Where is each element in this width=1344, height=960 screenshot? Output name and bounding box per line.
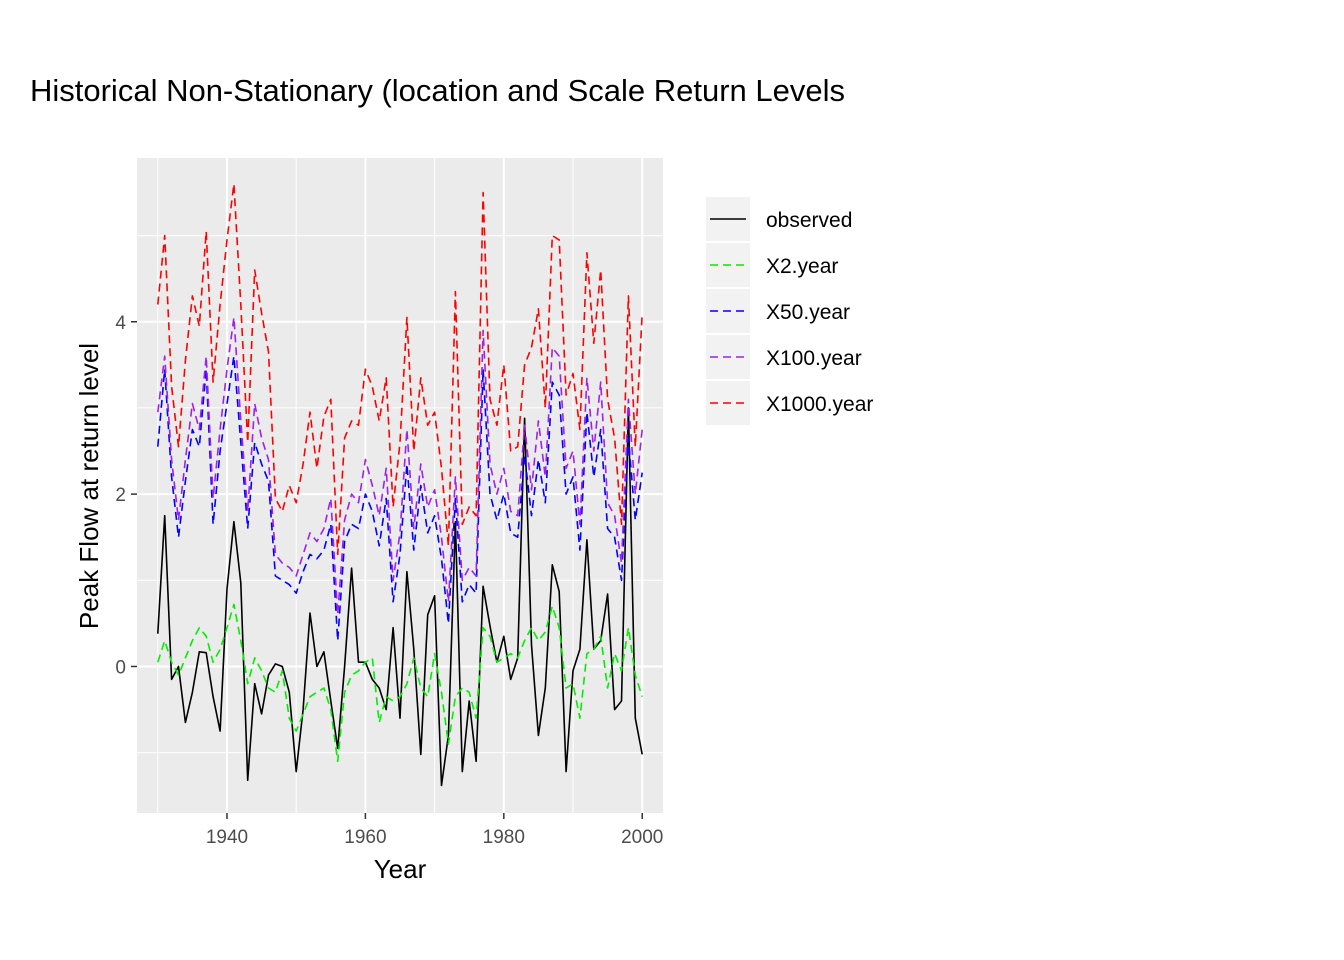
grid-major xyxy=(137,158,663,813)
y-axis-title: Peak Flow at return level xyxy=(74,343,104,629)
legend-label-x1000-year: X1000.year xyxy=(766,393,873,416)
y-tick-label-2: 4 xyxy=(115,313,126,334)
y-tick-label-0: 0 xyxy=(115,657,126,678)
x-axis: 1940 1960 1980 2000 xyxy=(206,813,663,848)
legend-label-x2-year: X2.year xyxy=(766,255,838,278)
series-lines xyxy=(157,183,643,787)
series-line-x50-year xyxy=(157,355,643,642)
x-tick-label-3: 2000 xyxy=(621,827,663,848)
series-line-x1000-year xyxy=(157,183,643,556)
legend: observed X2.year X50.year X100.year X1000.ye… xyxy=(706,197,873,425)
legend-label-x50-year: X50.year xyxy=(766,301,850,324)
x-tick-label-1: 1960 xyxy=(344,827,386,848)
chart-title: Historical Non-Stationary (location and … xyxy=(30,73,845,108)
legend-label-x100-year: X100.year xyxy=(766,347,862,370)
y-tick-label-1: 2 xyxy=(115,485,126,506)
y-axis: 0 2 4 xyxy=(115,313,137,678)
series-line-x100-year xyxy=(157,316,643,616)
x-tick-label-0: 1940 xyxy=(206,827,248,848)
series-line-x2-year xyxy=(157,603,643,763)
legend-label-observed: observed xyxy=(766,209,852,232)
x-axis-title: Year xyxy=(374,854,427,884)
grid-minor xyxy=(137,158,663,813)
x-tick-label-2: 1980 xyxy=(483,827,525,848)
